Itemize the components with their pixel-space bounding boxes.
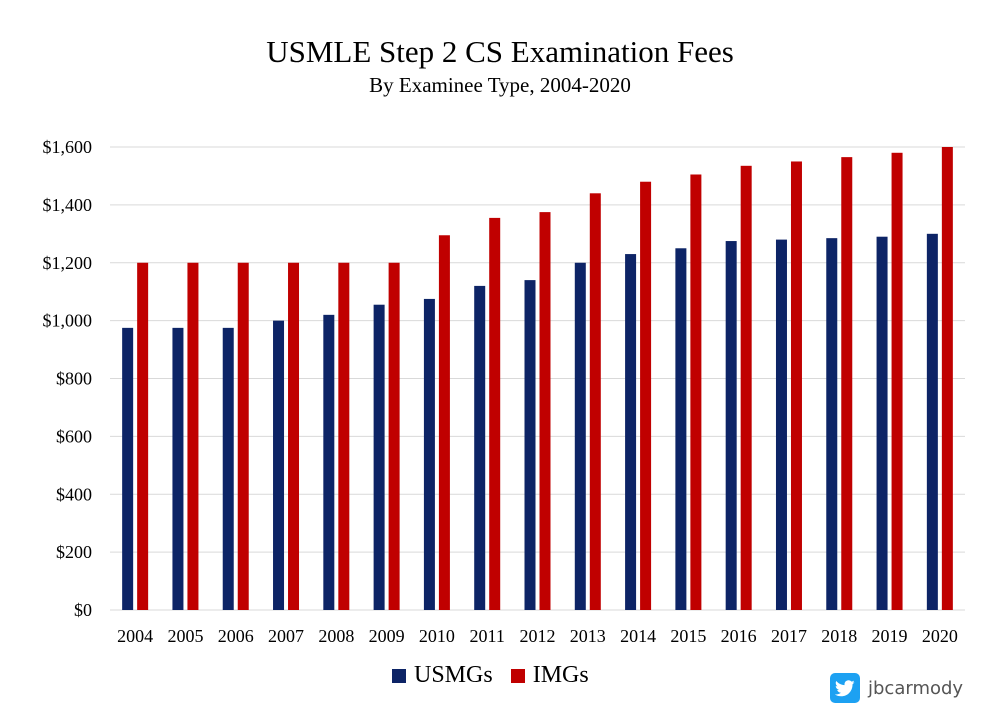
bar-usmgs-2016 [725, 241, 737, 610]
bar-usmgs-2008 [323, 314, 335, 610]
x-tick-label: 2011 [470, 626, 505, 646]
y-tick-label: $1,000 [43, 311, 93, 331]
legend-item-usmgs: USMGs [392, 662, 493, 689]
bar-usmgs-2012 [524, 280, 536, 610]
legend-swatch-usmgs [392, 668, 406, 683]
x-tick-label: 2008 [318, 626, 354, 646]
legend-item-imgs: IMGs [510, 662, 589, 689]
twitter-bird-icon [830, 673, 860, 703]
bar-imgs-2006 [237, 262, 249, 610]
chart-title: USMLE Step 2 CS Examination Fees [266, 34, 734, 69]
y-tick-label: $200 [56, 542, 92, 562]
legend-swatch-imgs [510, 668, 525, 683]
bar-usmgs-2020 [926, 233, 938, 610]
bar-imgs-2012 [539, 212, 551, 610]
x-tick-label: 2019 [872, 626, 908, 646]
x-tick-label: 2007 [268, 626, 304, 646]
bar-imgs-2018 [841, 157, 853, 611]
bar-imgs-2005 [187, 262, 199, 610]
bar-usmgs-2015 [675, 248, 687, 610]
bar-imgs-2019 [891, 152, 903, 610]
bar-usmgs-2007 [273, 320, 285, 610]
bar-usmgs-2006 [222, 327, 234, 610]
x-tick-label: 2016 [721, 626, 757, 646]
bar-imgs-2015 [690, 174, 702, 610]
bar-usmgs-2014 [625, 254, 637, 610]
bar-imgs-2011 [489, 217, 501, 610]
y-tick-label: $1,200 [43, 253, 93, 273]
bar-imgs-2017 [790, 161, 802, 610]
y-tick-label: $800 [56, 369, 92, 389]
bar-imgs-2020 [941, 147, 953, 610]
legend-label-usmgs: USMGs [414, 662, 493, 688]
bar-imgs-2007 [288, 262, 300, 610]
chart-subtitle: By Examinee Type, 2004-2020 [369, 73, 631, 97]
bar-usmgs-2019 [876, 236, 888, 611]
bar-imgs-2008 [338, 262, 350, 610]
x-tick-label: 2020 [922, 626, 958, 646]
bar-imgs-2010 [438, 235, 450, 610]
y-tick-label: $1,400 [43, 195, 93, 215]
legend: USMGs IMGs [392, 662, 607, 689]
bar-imgs-2014 [640, 181, 652, 610]
bar-imgs-2004 [137, 262, 149, 610]
x-tick-label: 2015 [670, 626, 706, 646]
x-tick-label: 2004 [117, 626, 153, 646]
bar-usmgs-2011 [474, 285, 486, 610]
x-tick-label: 2014 [620, 626, 656, 646]
x-tick-label: 2010 [419, 626, 455, 646]
y-tick-label: $600 [56, 426, 92, 446]
y-tick-label: $1,600 [43, 137, 93, 157]
bar-imgs-2016 [740, 165, 752, 610]
x-tick-label: 2017 [771, 626, 807, 646]
y-tick-label: $0 [74, 600, 92, 620]
legend-label-imgs: IMGs [532, 662, 589, 688]
bar-usmgs-2017 [775, 239, 787, 610]
bar-usmgs-2018 [826, 238, 838, 610]
bar-usmgs-2005 [172, 327, 184, 610]
x-tick-label: 2006 [218, 626, 254, 646]
bar-usmgs-2010 [423, 298, 435, 610]
x-tick-label: 2005 [167, 626, 203, 646]
bar-imgs-2013 [589, 193, 601, 611]
x-tick-label: 2012 [520, 626, 556, 646]
watermark-handle: jbcarmody [868, 677, 964, 699]
x-tick-label: 2018 [821, 626, 857, 646]
bar-usmgs-2004 [122, 327, 134, 610]
watermark: jbcarmody [830, 673, 963, 703]
x-tick-label: 2013 [570, 626, 606, 646]
y-tick-label: $400 [56, 484, 92, 504]
bar-usmgs-2009 [373, 304, 385, 610]
bar-usmgs-2013 [574, 262, 586, 610]
x-tick-label: 2009 [369, 626, 405, 646]
bar-imgs-2009 [388, 262, 400, 610]
